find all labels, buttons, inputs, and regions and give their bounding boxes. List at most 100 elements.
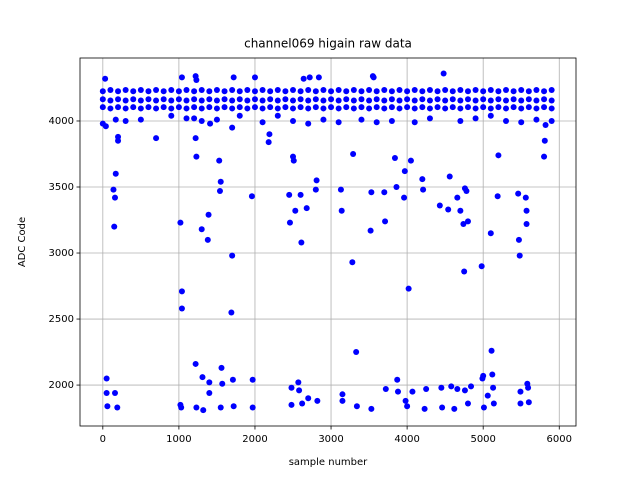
point xyxy=(510,104,517,111)
point xyxy=(350,97,357,104)
point xyxy=(191,115,198,122)
point xyxy=(292,207,299,214)
point xyxy=(541,96,548,103)
point xyxy=(312,104,319,111)
point xyxy=(495,96,502,103)
point xyxy=(217,178,224,185)
point xyxy=(137,97,144,104)
point xyxy=(200,407,207,414)
point xyxy=(541,153,548,160)
point xyxy=(394,388,401,395)
point xyxy=(461,387,468,394)
point xyxy=(339,397,346,404)
point xyxy=(251,96,258,103)
point xyxy=(111,194,118,201)
point xyxy=(274,86,281,93)
point xyxy=(249,404,256,411)
point xyxy=(448,383,455,390)
point xyxy=(472,86,479,93)
point xyxy=(137,86,144,93)
point xyxy=(487,97,494,104)
point xyxy=(394,376,401,383)
point xyxy=(402,397,409,404)
point xyxy=(296,387,303,394)
point xyxy=(259,119,266,126)
point xyxy=(168,86,175,93)
point xyxy=(178,404,185,411)
point xyxy=(230,403,237,410)
point xyxy=(489,371,496,378)
point xyxy=(515,190,522,197)
point xyxy=(213,116,220,123)
x-tick-label: 0 xyxy=(100,434,106,445)
point xyxy=(510,88,517,95)
point xyxy=(206,389,213,396)
point xyxy=(419,96,426,103)
point xyxy=(404,403,411,410)
point xyxy=(198,86,205,93)
x-tick-label: 4000 xyxy=(394,434,419,445)
point xyxy=(434,104,441,111)
point xyxy=(464,400,471,407)
point xyxy=(391,154,398,161)
point xyxy=(388,88,395,95)
point xyxy=(290,86,297,93)
point xyxy=(388,104,395,111)
point xyxy=(495,152,502,159)
point xyxy=(381,105,388,112)
point xyxy=(449,96,456,103)
point xyxy=(193,404,200,411)
point xyxy=(111,223,118,230)
point xyxy=(373,96,380,103)
x-tick-label: 1000 xyxy=(166,434,191,445)
point xyxy=(251,104,258,111)
point xyxy=(487,86,494,93)
point xyxy=(449,88,456,95)
y-tick-label: 3500 xyxy=(49,182,74,193)
point xyxy=(426,105,433,112)
point xyxy=(523,207,530,214)
point xyxy=(350,86,357,93)
point xyxy=(382,386,389,393)
point xyxy=(366,97,373,104)
point xyxy=(503,97,510,104)
point xyxy=(409,388,416,395)
point xyxy=(373,104,380,111)
point xyxy=(236,96,243,103)
point xyxy=(349,259,356,266)
point xyxy=(442,97,449,104)
point xyxy=(228,309,235,316)
point xyxy=(145,104,152,111)
point xyxy=(405,285,412,292)
plot-frame xyxy=(79,57,577,427)
point xyxy=(548,105,555,112)
point xyxy=(518,86,525,93)
point xyxy=(382,218,389,225)
point xyxy=(206,379,213,386)
point xyxy=(199,374,206,381)
point xyxy=(130,104,137,111)
point xyxy=(274,97,281,104)
point xyxy=(153,105,160,112)
point xyxy=(306,74,313,81)
point xyxy=(305,395,312,402)
point xyxy=(183,86,190,93)
point xyxy=(548,117,555,124)
point xyxy=(381,97,388,104)
point xyxy=(411,119,418,126)
point xyxy=(192,360,199,367)
point xyxy=(288,401,295,408)
point xyxy=(137,116,144,123)
point xyxy=(515,236,522,243)
point xyxy=(305,120,312,127)
point xyxy=(503,117,510,124)
point xyxy=(230,74,237,81)
point xyxy=(494,193,501,200)
point xyxy=(518,105,525,112)
point xyxy=(419,88,426,95)
point xyxy=(419,176,426,183)
point xyxy=(488,347,495,354)
point xyxy=(541,88,548,95)
point xyxy=(267,96,274,103)
point xyxy=(204,236,211,243)
